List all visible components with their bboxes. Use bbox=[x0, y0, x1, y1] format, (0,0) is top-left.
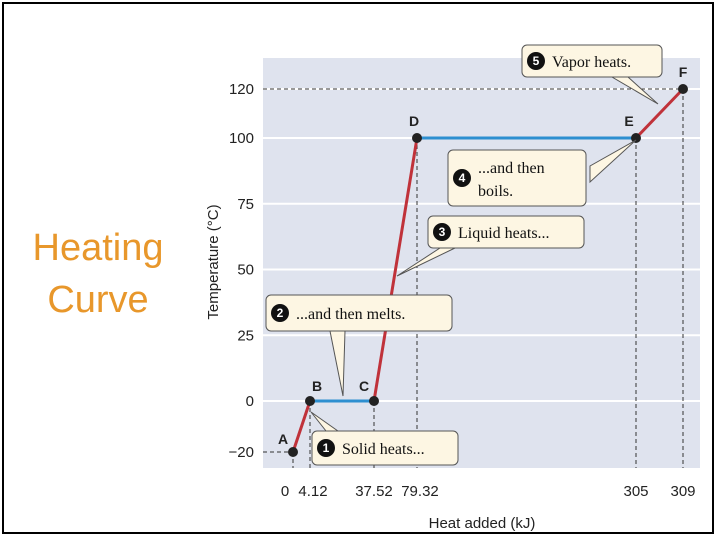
callout-number: 2 bbox=[277, 306, 284, 320]
callout-2: 2 ...and then melts. bbox=[265, 294, 453, 397]
callout-box bbox=[447, 149, 587, 207]
point-label-F: F bbox=[679, 64, 688, 80]
x-tick-label: 79.32 bbox=[401, 483, 439, 500]
callout-4: 4 ...and then boils. bbox=[447, 139, 637, 207]
y-axis-label: Temperature (°C) bbox=[205, 204, 222, 319]
curve-segment-EF bbox=[634, 87, 685, 140]
point-label-C: C bbox=[359, 378, 369, 394]
callout-number-badge bbox=[317, 439, 335, 457]
callout-number-badge bbox=[453, 169, 471, 187]
point-E bbox=[631, 133, 641, 143]
x-tick-label: 0 bbox=[281, 483, 289, 500]
callout-text-line1: ...and then bbox=[478, 160, 545, 177]
callout-box bbox=[311, 430, 459, 466]
callout-number-badge bbox=[527, 52, 545, 70]
callout-box bbox=[265, 294, 453, 332]
callout-number: 4 bbox=[459, 171, 466, 185]
slide-title-line2: Curve bbox=[47, 279, 149, 321]
callout-pointer bbox=[589, 139, 637, 184]
slide-title-line1: Heating bbox=[32, 227, 164, 269]
y-tick-label: 100 bbox=[229, 130, 254, 147]
y-tick-label: 0 bbox=[246, 393, 254, 410]
callout-number-badge bbox=[271, 304, 289, 322]
y-tick-label: 120 bbox=[229, 81, 254, 98]
callout-text-line2: boils. bbox=[478, 183, 513, 200]
callout-text: Solid heats... bbox=[342, 441, 425, 458]
point-label-B: B bbox=[312, 378, 322, 394]
callout-3: 3 Liquid heats... bbox=[396, 215, 585, 277]
callout-number: 3 bbox=[439, 225, 446, 239]
x-tick-label: 309 bbox=[670, 483, 695, 500]
plot-area bbox=[263, 58, 700, 468]
x-axis-label: Heat added (kJ) bbox=[429, 515, 536, 532]
point-label-D: D bbox=[409, 113, 419, 129]
point-C bbox=[369, 396, 379, 406]
point-label-A: A bbox=[278, 431, 288, 447]
callout-number: 1 bbox=[323, 441, 330, 455]
point-A bbox=[288, 447, 298, 457]
point-D bbox=[412, 133, 422, 143]
callout-box bbox=[427, 215, 585, 249]
curve-segment-CD bbox=[372, 137, 419, 402]
callout-text: ...and then melts. bbox=[296, 306, 405, 323]
x-tick-label: 4.12 bbox=[298, 483, 327, 500]
curve-segment-AB bbox=[291, 400, 312, 453]
slide-frame bbox=[2, 2, 714, 534]
callout-number-badge bbox=[433, 223, 451, 241]
y-tick-label: 75 bbox=[237, 196, 254, 213]
x-tick-label: 37.52 bbox=[355, 483, 393, 500]
y-tick-label: 25 bbox=[237, 327, 254, 344]
callout-1: 1 Solid heats... bbox=[310, 411, 459, 466]
x-tick-label: 305 bbox=[623, 483, 648, 500]
callout-5: 5 Vapor heats. bbox=[521, 44, 663, 105]
callout-box bbox=[521, 44, 663, 78]
callout-text: Vapor heats. bbox=[552, 54, 631, 71]
point-B bbox=[305, 396, 315, 406]
slide-title: Heating Curve bbox=[0, 222, 196, 326]
y-tick-label: −20 bbox=[229, 444, 254, 461]
point-F bbox=[678, 84, 688, 94]
y-tick-label: 50 bbox=[237, 262, 254, 279]
point-label-E: E bbox=[624, 113, 633, 129]
callout-number: 5 bbox=[533, 54, 540, 68]
callout-text: Liquid heats... bbox=[458, 225, 550, 242]
